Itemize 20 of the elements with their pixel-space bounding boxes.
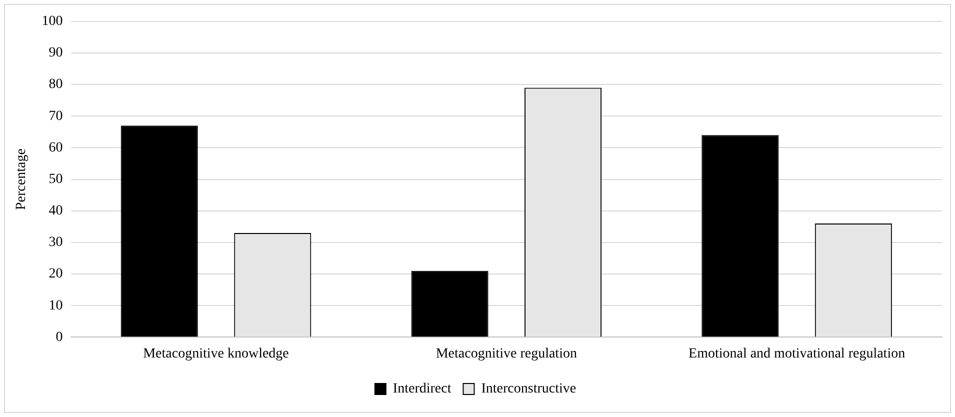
y-tick-label: 90 <box>48 46 63 61</box>
y-tick-label: 100 <box>42 14 63 30</box>
legend-label: Interconstructive <box>481 382 576 397</box>
y-tick-label: 0 <box>56 330 63 345</box>
legend-label: Interdirect <box>392 382 452 397</box>
bar <box>120 126 198 337</box>
y-tick-label: 60 <box>48 140 63 156</box>
y-tick-label: 30 <box>48 235 63 250</box>
y-tick-label: 40 <box>48 204 63 219</box>
bar <box>702 135 779 337</box>
x-tick-label: Metacognitive regulation <box>436 346 577 362</box>
x-tick-label: Metacognitive knowledge <box>143 346 289 362</box>
y-tick-label: 10 <box>48 298 63 314</box>
y-tick-label: 50 <box>48 172 63 187</box>
y-tick-label: 80 <box>48 77 63 92</box>
bar <box>411 270 488 337</box>
y-axis-title: Percentage <box>14 148 30 210</box>
y-tick-label: 70 <box>48 108 63 124</box>
x-tick-label: Emotional and motivational regulation <box>688 346 906 362</box>
y-tick-label: 20 <box>48 266 63 282</box>
